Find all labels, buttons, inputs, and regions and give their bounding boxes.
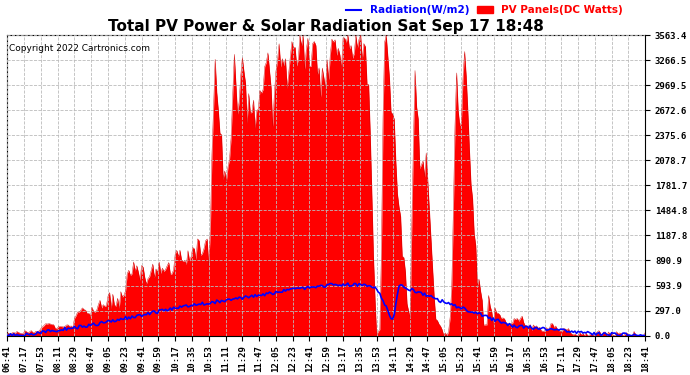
Title: Total PV Power & Solar Radiation Sat Sep 17 18:48: Total PV Power & Solar Radiation Sat Sep…	[108, 19, 544, 34]
Legend: Radiation(W/m2), PV Panels(DC Watts): Radiation(W/m2), PV Panels(DC Watts)	[342, 1, 627, 19]
Text: Copyright 2022 Cartronics.com: Copyright 2022 Cartronics.com	[8, 44, 150, 53]
